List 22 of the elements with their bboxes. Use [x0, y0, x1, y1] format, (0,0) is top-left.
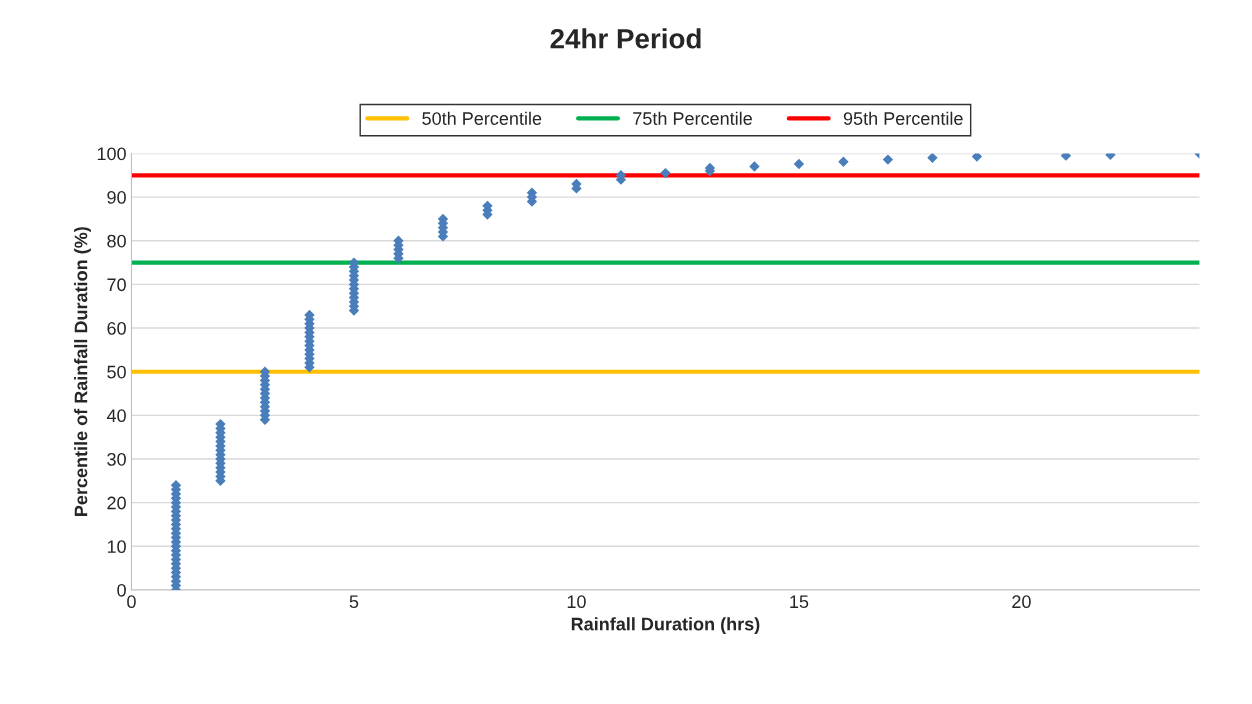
y-tick-label: 100 — [97, 147, 126, 161]
y-tick-label: 10 — [107, 540, 126, 554]
y-tick-label: 60 — [107, 322, 126, 335]
chart-title: 24hr Period — [550, 28, 701, 49]
x-axis-title: Rainfall Duration (hrs) — [571, 617, 760, 635]
y-tick-label: 50 — [107, 365, 126, 379]
legend-label: 75th Percentile — [633, 111, 752, 125]
x-tick-label: 20 — [1012, 595, 1031, 609]
y-tick-label: 20 — [107, 496, 126, 510]
y-tick-label: 30 — [107, 452, 126, 466]
y-axis-title: Percentile of Rainfall Duration (%) — [74, 227, 91, 516]
x-tick-label: 10 — [567, 595, 586, 609]
legend-label: 50th Percentile — [422, 111, 542, 125]
y-tick-label: 0 — [117, 583, 126, 597]
y-tick-label: 90 — [107, 191, 126, 204]
x-tick-label: 5 — [349, 595, 359, 609]
y-tick-label: 40 — [106, 409, 126, 423]
y-tick-label: 80 — [107, 234, 126, 248]
legend-label: 95th Percentile — [843, 111, 963, 125]
x-tick-label: 0 — [127, 595, 136, 609]
x-tick-label: 15 — [790, 595, 809, 609]
y-tick-label: 70 — [107, 278, 126, 292]
